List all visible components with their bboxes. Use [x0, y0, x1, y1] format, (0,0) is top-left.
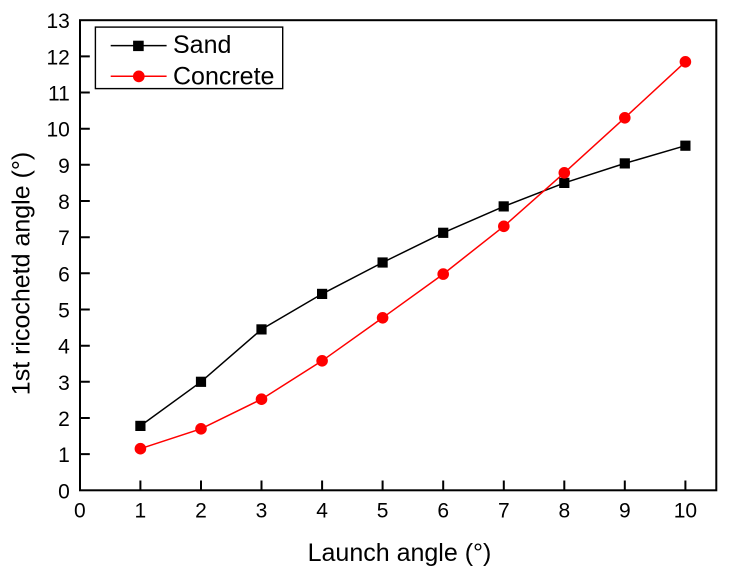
svg-text:4: 4	[58, 336, 70, 359]
svg-text:1: 1	[58, 444, 70, 467]
svg-text:Concrete: Concrete	[173, 63, 274, 91]
svg-text:7: 7	[58, 227, 70, 250]
svg-text:5: 5	[58, 300, 70, 323]
svg-text:10: 10	[46, 119, 69, 142]
svg-text:2: 2	[195, 499, 207, 522]
svg-text:6: 6	[58, 263, 70, 286]
svg-text:4: 4	[316, 499, 328, 522]
svg-text:13: 13	[46, 10, 69, 33]
svg-text:Launch angle (°): Launch angle (°)	[308, 539, 492, 567]
svg-text:10: 10	[674, 499, 697, 522]
svg-text:Sand: Sand	[173, 31, 231, 59]
svg-text:0: 0	[74, 499, 86, 522]
svg-text:6: 6	[437, 499, 449, 522]
svg-text:0: 0	[58, 480, 70, 503]
svg-text:12: 12	[46, 46, 69, 69]
svg-text:9: 9	[619, 499, 631, 522]
svg-text:3: 3	[58, 372, 70, 395]
svg-text:8: 8	[558, 499, 570, 522]
svg-text:11: 11	[48, 83, 70, 106]
svg-text:3: 3	[256, 499, 268, 522]
svg-text:1st ricochetd angle (°): 1st ricochetd angle (°)	[8, 152, 36, 395]
svg-text:1: 1	[135, 499, 147, 522]
svg-text:9: 9	[58, 155, 70, 178]
svg-text:2: 2	[58, 408, 70, 431]
svg-text:8: 8	[58, 191, 70, 214]
svg-text:5: 5	[377, 499, 389, 522]
svg-text:7: 7	[498, 499, 510, 522]
